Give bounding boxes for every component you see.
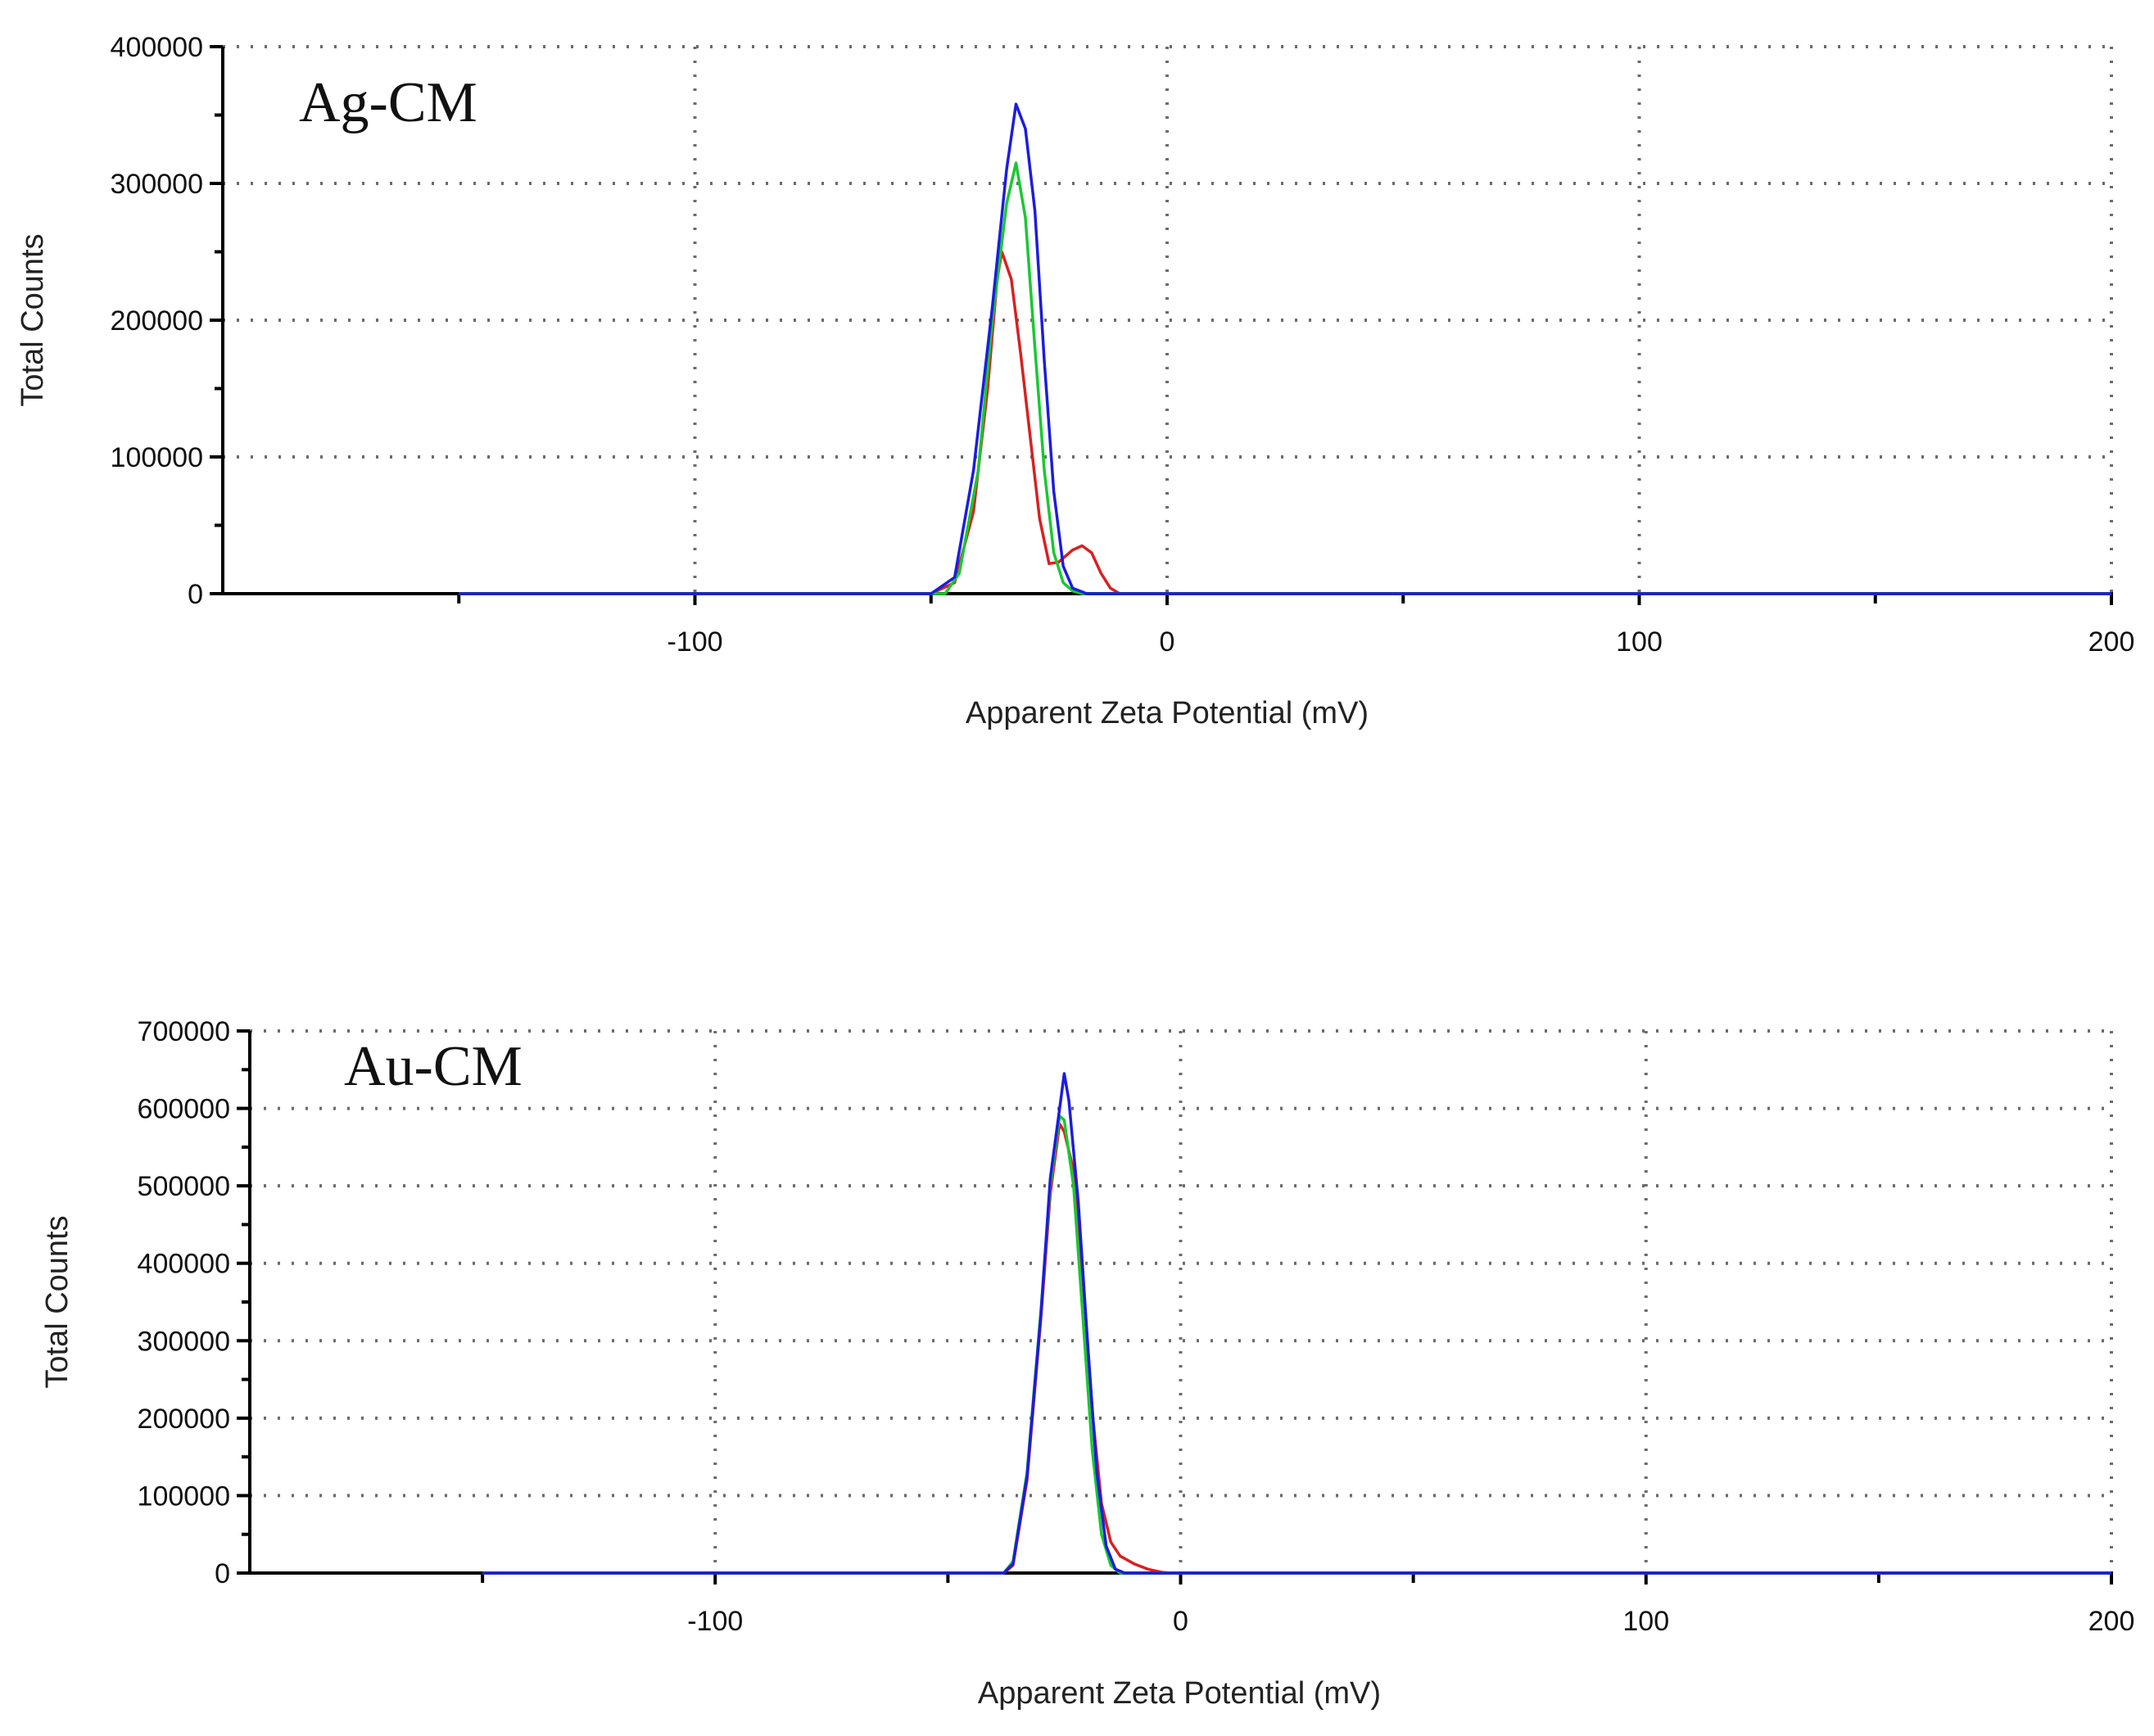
x-tick-label: 100 [1622,1606,1669,1637]
y-tick-label: 400000 [111,32,203,63]
x-axis-title: Apparent Zeta Potential (mV) [966,696,1369,730]
panel-label: Ag-CM [299,71,477,134]
series-line-3 [482,1072,2111,1575]
y-tick-label: 100000 [111,442,203,473]
x-tick-label: -100 [667,626,722,658]
x-tick-label: 0 [1173,1606,1188,1637]
y-tick-label: 200000 [111,305,203,337]
x-tick-label: 0 [1160,626,1175,658]
chart-panel-2: 0 100000 200000 300000 400000 500000 600000 700… [40,1016,2134,1711]
y-tick-label: 500000 [138,1171,230,1202]
y-tick-label: 200000 [138,1404,230,1435]
x-axis-title: Apparent Zeta Potential (mV) [978,1676,1381,1711]
series-line-1 [459,250,2111,595]
y-axis-title: Total Counts [40,1215,75,1388]
y-tick-label: 300000 [138,1326,230,1357]
y-tick-label: 100000 [138,1481,230,1512]
x-tick-label: 200 [2088,626,2135,658]
y-tick-label: 400000 [138,1249,230,1280]
y-tick-label: 700000 [138,1016,230,1047]
series-line-1 [482,1122,2111,1575]
series-line-2 [459,161,2111,595]
x-tick-label: 100 [1616,626,1663,658]
y-tick-label: 0 [188,579,203,610]
x-tick-label: 200 [2088,1606,2135,1637]
series-line-3 [459,102,2111,595]
y-tick-label: 300000 [111,169,203,200]
y-tick-label: 0 [215,1558,230,1589]
x-tick-label: -100 [687,1606,743,1637]
chart-panel-1: 0 100000 200000 300000 400000 -100 0 100 200 Appa… [16,32,2134,730]
panel-label: Au-CM [344,1035,523,1098]
y-axis-title: Total Counts [16,233,50,406]
y-tick-label: 600000 [138,1094,230,1125]
